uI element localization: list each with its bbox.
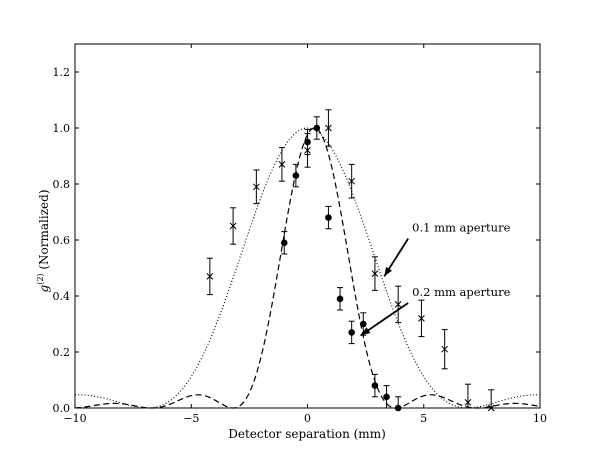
cross-marker xyxy=(252,183,260,191)
y-axis-label-rest: (Normalized) xyxy=(37,190,51,274)
cross-marker xyxy=(464,399,472,406)
axis-ticks: −10 −5 0 5 10 0.0 0.2 0.4 0.6 0.8 1.0 1.2 xyxy=(53,44,547,425)
annotation: 0.1 mm aperture xyxy=(383,221,511,277)
cross-marker xyxy=(206,273,214,280)
cross-marker xyxy=(348,177,356,185)
dotted-curve xyxy=(74,127,541,409)
error-bars xyxy=(206,109,495,409)
annotation: 0.2 mm aperture xyxy=(360,285,511,336)
cross-marker xyxy=(325,124,332,132)
dot-marker xyxy=(313,124,321,132)
dot-marker xyxy=(325,214,332,221)
y-axis-label: g(2) (Normalized) xyxy=(36,190,51,293)
y-tick-label: 0.8 xyxy=(53,178,71,191)
cross-marker xyxy=(441,345,449,353)
dot-marker xyxy=(348,329,355,336)
y-tick-label: 1.2 xyxy=(53,66,71,79)
annotations: 0.1 mm aperture 0.2 mm aperture xyxy=(360,221,511,336)
y-tick-label: 0.2 xyxy=(53,346,71,359)
dot-marker xyxy=(292,172,300,179)
y-tick-label: 0.0 xyxy=(53,402,71,415)
y-tick-label: 0.4 xyxy=(53,290,71,303)
arrow-head xyxy=(384,266,392,277)
arrow-head xyxy=(360,327,371,336)
y-axis-label-base: g xyxy=(37,284,51,292)
data-markers xyxy=(206,124,495,412)
x-tick-label: 5 xyxy=(420,412,427,425)
dot-marker xyxy=(371,382,379,389)
annotation-label: 0.2 mm aperture xyxy=(412,285,510,299)
dot-marker xyxy=(336,295,344,303)
cross-marker xyxy=(304,147,311,154)
x-tick-label: −10 xyxy=(63,412,86,425)
y-axis-label-sup: (2) xyxy=(36,273,45,284)
dashed-curve xyxy=(74,127,541,409)
cross-marker xyxy=(229,222,237,230)
x-tick-label: 10 xyxy=(533,412,547,425)
annotation-label: 0.1 mm aperture xyxy=(412,221,510,235)
dot-marker xyxy=(383,393,390,401)
dot-marker xyxy=(304,138,311,146)
x-tick-label: −5 xyxy=(183,412,199,425)
x-axis-label: Detector separation (mm) xyxy=(228,427,386,441)
cross-marker xyxy=(371,270,379,277)
model-curves xyxy=(74,127,541,409)
cross-marker xyxy=(278,161,286,168)
y-tick-label: 1.0 xyxy=(53,122,71,135)
y-tick-label: 0.6 xyxy=(53,234,71,247)
cross-marker xyxy=(418,315,425,322)
cross-marker xyxy=(394,301,402,308)
dot-marker xyxy=(280,239,288,247)
dot-marker xyxy=(360,320,367,328)
x-tick-label: 0 xyxy=(304,412,311,425)
